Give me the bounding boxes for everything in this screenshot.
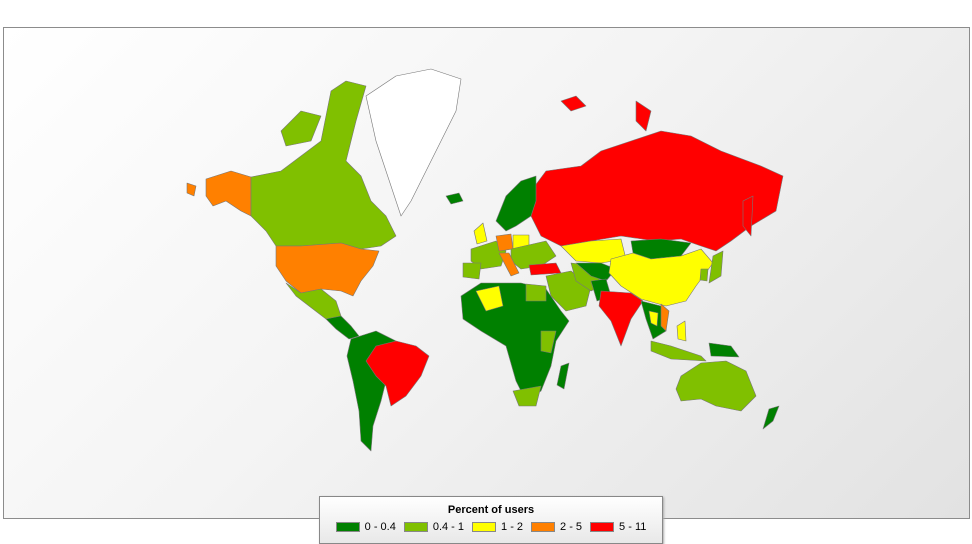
region-greenland[interactable]: [365, 68, 462, 217]
legend-label: 0 - 0.4: [364, 521, 396, 533]
region-brazil[interactable]: [365, 340, 430, 407]
region-russia[interactable]: [530, 130, 784, 252]
region-central-america[interactable]: [325, 315, 360, 340]
region-iceland[interactable]: [445, 192, 464, 205]
region-western-europe[interactable]: [470, 240, 507, 270]
region-scandinavia[interactable]: [495, 175, 537, 232]
region-algeria[interactable]: [475, 285, 504, 312]
region-india[interactable]: [598, 290, 644, 347]
region-usa[interactable]: [275, 242, 380, 297]
legend-swatch: [472, 522, 497, 532]
region-italy[interactable]: [498, 252, 520, 277]
region-alaska[interactable]: [186, 182, 197, 197]
legend-label: 0.4 - 1: [432, 521, 465, 533]
region-korea[interactable]: [699, 268, 709, 282]
legend-label: 2 - 5: [560, 521, 583, 533]
region-canada[interactable]: [280, 110, 322, 147]
region-vietnam[interactable]: [660, 303, 670, 332]
region-thailand[interactable]: [648, 310, 659, 327]
region-indonesia[interactable]: [650, 340, 707, 362]
region-russia[interactable]: [742, 195, 754, 237]
legend-item: 2 - 5: [531, 521, 582, 533]
region-uk[interactable]: [473, 222, 488, 245]
region-western-europe[interactable]: [462, 262, 482, 280]
legend-swatch: [403, 522, 428, 532]
region-egypt[interactable]: [525, 283, 547, 302]
region-australia[interactable]: [675, 360, 757, 412]
region-russia[interactable]: [560, 95, 587, 112]
map-frame: Percent of users 0 - 0.4 0.4 - 1 1 - 2 2…: [3, 27, 970, 544]
region-japan[interactable]: [708, 250, 724, 284]
region-russia[interactable]: [635, 100, 652, 132]
region-east-africa[interactable]: [540, 330, 557, 354]
legend-swatch: [531, 522, 556, 532]
region-china[interactable]: [608, 248, 714, 307]
region-turkey[interactable]: [528, 262, 562, 276]
region-germany[interactable]: [495, 233, 514, 252]
legend-item: 0 - 0.4: [335, 521, 396, 533]
world-map: [186, 68, 784, 452]
legend: Percent of users 0 - 0.4 0.4 - 1 1 - 2 2…: [319, 496, 663, 544]
region-alaska[interactable]: [205, 170, 252, 217]
legend-swatch: [590, 522, 615, 532]
region-madagascar[interactable]: [556, 362, 570, 390]
legend-item: 1 - 2: [472, 521, 523, 533]
legend-label: 1 - 2: [501, 521, 524, 533]
legend-title: Percent of users: [447, 504, 535, 516]
legend-item: 0.4 - 1: [403, 521, 465, 533]
region-philippines[interactable]: [676, 320, 687, 342]
legend-swatch: [335, 522, 360, 532]
region-south-africa[interactable]: [512, 385, 542, 407]
region-new-zealand[interactable]: [762, 405, 780, 430]
region-papua[interactable]: [708, 342, 740, 358]
legend-item: 5 - 11: [590, 521, 646, 533]
legend-label: 5 - 11: [619, 521, 647, 533]
